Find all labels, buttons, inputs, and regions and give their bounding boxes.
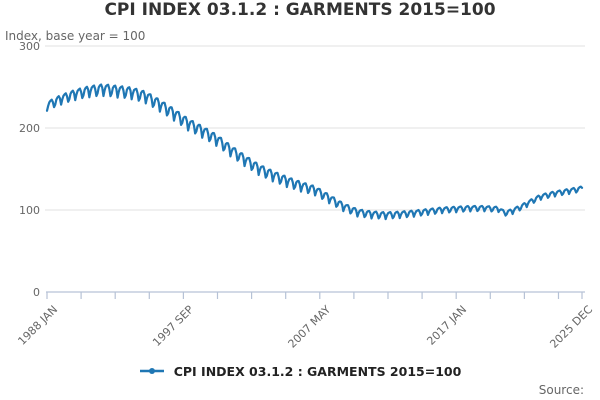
legend-series-label: CPI INDEX 03.1.2 : GARMENTS 2015=100 (173, 363, 462, 379)
y-axis-tick-label: 100 (19, 203, 40, 217)
series-line-garments[interactable] (45, 83, 584, 221)
chart-title: CPI INDEX 03.1.2 : GARMENTS 2015=100 (104, 0, 496, 20)
source-label: Source: (538, 383, 584, 397)
y-axis-tick-label: 0 (33, 285, 40, 299)
y-axis-tick-label: 200 (19, 121, 40, 135)
legend[interactable]: CPI INDEX 03.1.2 : GARMENTS 2015=100 (0, 362, 600, 380)
chart-subtitle: Index, base year = 100 (5, 29, 146, 43)
legend-line-dot-icon (139, 368, 164, 374)
y-axis-tick-label: 300 (19, 39, 40, 53)
